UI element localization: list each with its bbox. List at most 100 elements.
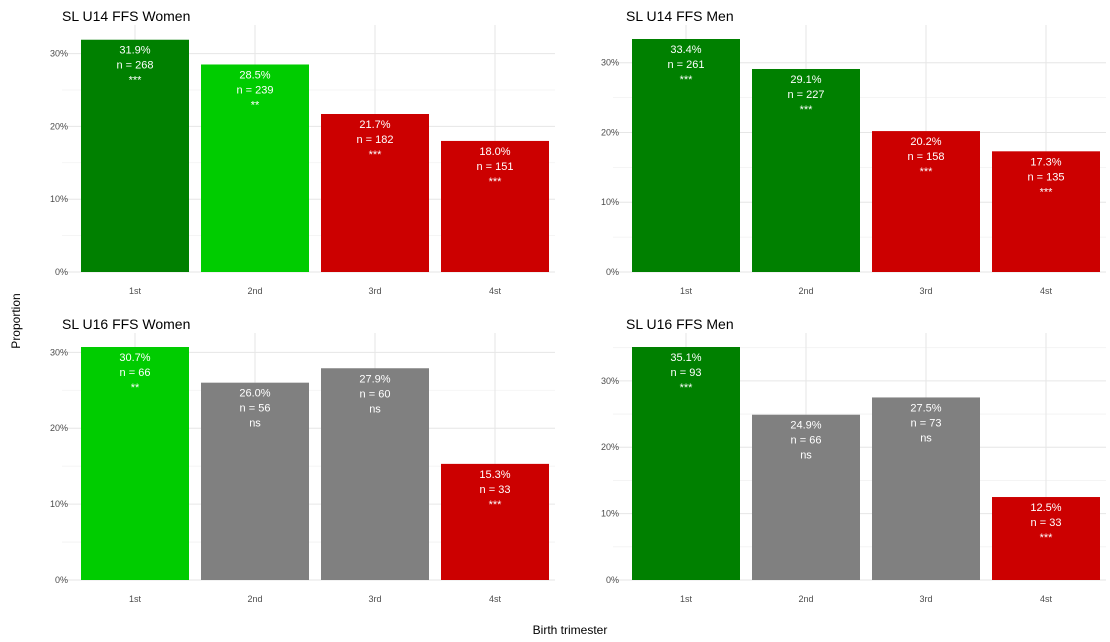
bar-significance-label: ns [369,403,381,415]
y-tick-label: 10% [50,499,68,509]
x-tick-label: 4st [489,286,502,296]
y-tick-label: 10% [50,194,68,204]
bar-value-label: 26.0% [239,388,270,400]
bar-n-label: n = 182 [356,134,393,146]
y-tick-label: 0% [606,575,619,585]
bar-value-label: 21.7% [359,119,390,131]
panel-title: SL U14 FFS Women [62,8,190,24]
bar-significance-label: ns [249,418,261,430]
x-tick-label: 3rd [368,594,381,604]
bar-value-label: 20.2% [910,136,941,148]
panel-title: SL U16 FFS Men [626,316,734,332]
bar [441,140,549,272]
bar-n-label: n = 33 [480,484,511,496]
bar-significance-label: ns [920,432,932,444]
y-tick-label: 30% [50,49,68,59]
bar-n-label: n = 56 [240,403,271,415]
bar-n-label: n = 158 [907,151,944,163]
y-tick-label: 10% [601,509,619,519]
x-tick-label: 4st [1040,594,1053,604]
y-tick-label: 10% [601,197,619,207]
bar-significance-label: *** [920,166,934,178]
bar-n-label: n = 151 [476,161,513,173]
bar-value-label: 15.3% [479,469,510,481]
bar-significance-label: *** [680,382,694,394]
bar-significance-label: *** [1040,186,1054,198]
x-tick-label: 2nd [798,286,813,296]
bar [992,151,1100,272]
bar-n-label: n = 66 [791,435,822,447]
bar [321,113,429,272]
bar-significance-label: *** [800,104,814,116]
bar-n-label: n = 268 [116,60,153,72]
bar-significance-label: *** [680,74,694,86]
bar-value-label: 17.3% [1030,156,1061,168]
x-tick-label: 1st [129,594,142,604]
bar [632,39,740,272]
y-axis-title: Proportion [9,293,23,348]
y-tick-label: 20% [601,442,619,452]
bar-n-label: n = 33 [1031,517,1062,529]
bar-n-label: n = 93 [671,367,702,379]
x-tick-label: 3rd [919,594,932,604]
bar-significance-label: *** [489,499,503,511]
bar-value-label: 12.5% [1030,502,1061,514]
bar-value-label: 18.0% [479,146,510,158]
bar-value-label: 27.9% [359,373,390,385]
bar [201,382,309,580]
y-tick-label: 0% [55,267,68,277]
bar [872,131,980,272]
x-tick-label: 3rd [919,286,932,296]
bar [201,64,309,272]
bar-n-label: n = 227 [787,89,824,101]
bar-significance-label: *** [489,176,503,188]
bar [81,347,189,580]
panel-title: SL U14 FFS Men [626,8,734,24]
x-tick-label: 1st [129,286,142,296]
bar-n-label: n = 73 [911,417,942,429]
x-tick-label: 4st [489,594,502,604]
bar-value-label: 35.1% [670,352,701,364]
x-tick-label: 2nd [798,594,813,604]
y-tick-label: 0% [606,267,619,277]
bar [992,497,1100,580]
bar-significance-label: ** [131,382,140,394]
bar [632,347,740,580]
x-tick-label: 4st [1040,286,1053,296]
x-tick-label: 2nd [247,594,262,604]
x-tick-label: 1st [680,286,693,296]
bar-value-label: 33.4% [670,44,701,56]
bar [752,414,860,580]
bar-value-label: 24.9% [790,420,821,432]
y-tick-label: 30% [601,376,619,386]
y-tick-label: 0% [55,575,68,585]
bar-significance-label: ns [800,450,812,462]
bar-value-label: 30.7% [119,352,150,364]
bar-n-label: n = 261 [667,59,704,71]
y-tick-label: 20% [50,121,68,131]
x-axis-title: Birth trimester [533,623,608,637]
bar [81,39,189,273]
x-tick-label: 2nd [247,286,262,296]
y-tick-label: 20% [601,127,619,137]
bar-value-label: 29.1% [790,74,821,86]
bar-significance-label: ** [251,99,260,111]
y-tick-label: 30% [601,58,619,68]
x-tick-label: 3rd [368,286,381,296]
y-tick-label: 30% [50,347,68,357]
bar [872,397,980,580]
bar-value-label: 31.9% [119,45,150,57]
bar-n-label: n = 66 [120,367,151,379]
y-tick-label: 20% [50,423,68,433]
bar [321,368,429,580]
bar [752,68,860,272]
panel-title: SL U16 FFS Women [62,316,190,332]
bar-value-label: 28.5% [239,69,270,81]
x-tick-label: 1st [680,594,693,604]
bar-n-label: n = 135 [1027,171,1064,183]
bar-n-label: n = 60 [360,388,391,400]
bar-value-label: 27.5% [910,402,941,414]
bar-significance-label: *** [1040,532,1054,544]
bar [441,463,549,580]
